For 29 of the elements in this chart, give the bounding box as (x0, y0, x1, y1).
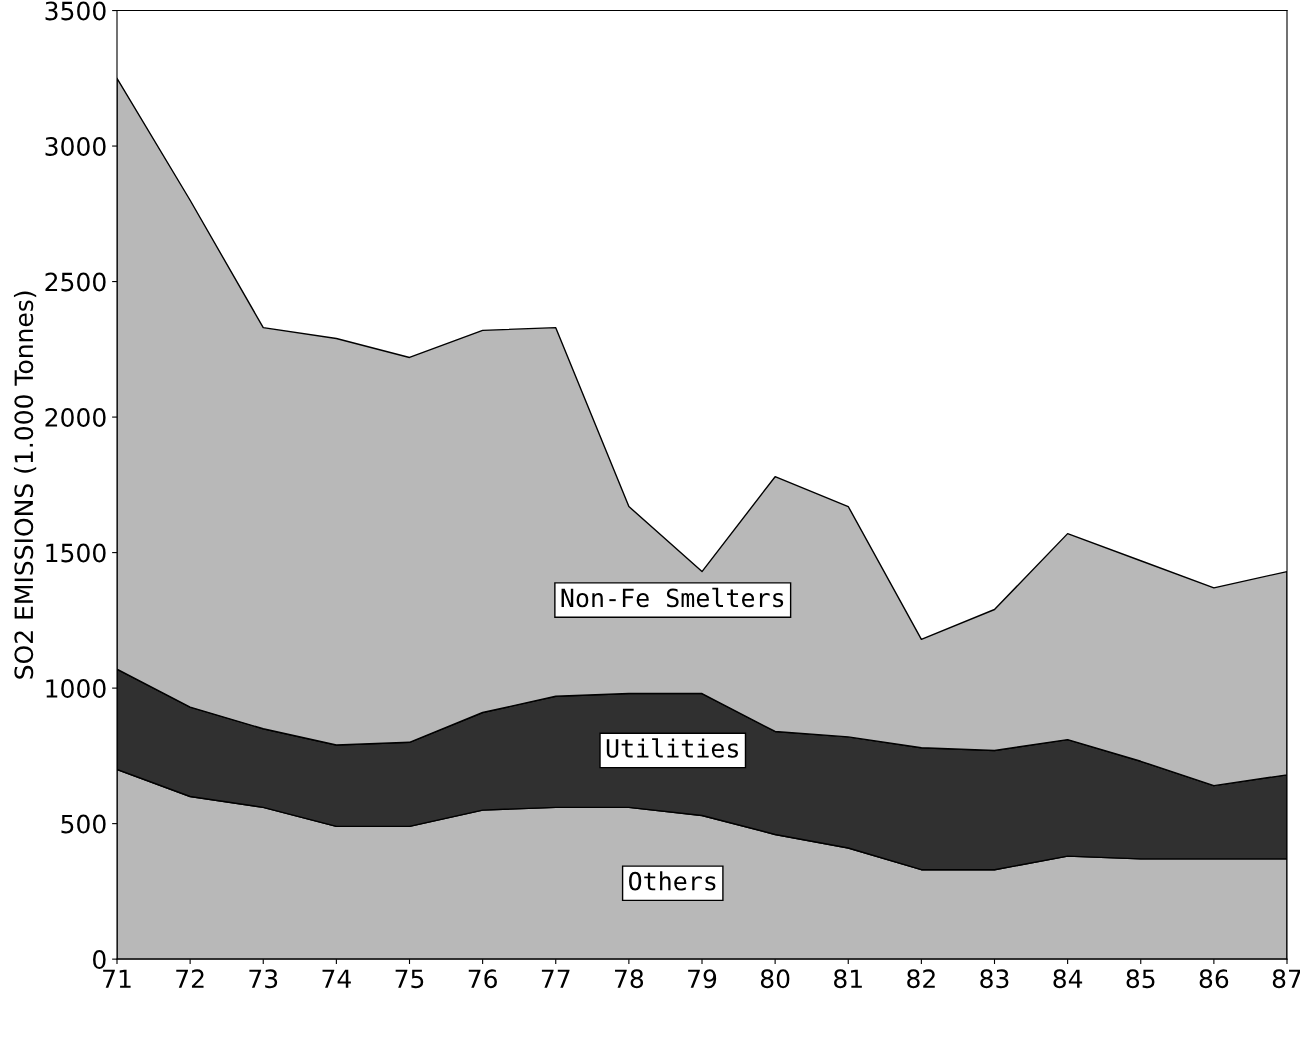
x-tick-label: 85 (1126, 969, 1155, 989)
y-tick-label: 3500 (45, 1, 106, 21)
x-tick-label: 82 (907, 969, 935, 989)
x-tick-label: 71 (103, 969, 131, 988)
series-label: Others (629, 871, 716, 891)
x-tick-label: 80 (760, 969, 790, 989)
series-label: Utilities (606, 738, 739, 758)
y-axis-title: SO2 EMISSIONS (1.000 Tonnes) (13, 291, 37, 679)
y-tick-label: 1000 (46, 679, 106, 698)
x-tick-label: 75 (395, 969, 424, 989)
y-tick-label: 2000 (45, 408, 106, 427)
x-tick-label: 79 (688, 969, 717, 989)
x-tick-label: 87 (1272, 969, 1300, 989)
series-label: Non-Fe Smelters (561, 587, 784, 608)
x-tick-label: 77 (541, 969, 570, 988)
y-tick-label: 500 (61, 814, 106, 834)
x-tick-label: 76 (468, 969, 497, 989)
y-tick-label: 2500 (45, 272, 106, 292)
x-tick-label: 84 (1053, 969, 1083, 989)
x-tick-label: 86 (1199, 969, 1229, 989)
x-tick-label: 74 (322, 969, 351, 988)
x-tick-label: 73 (249, 969, 278, 989)
x-tick-label: 81 (834, 969, 862, 989)
y-tick-label: 0 (93, 950, 106, 969)
y-tick-label: 3000 (45, 137, 106, 156)
y-tick-label: 1500 (46, 543, 106, 563)
x-tick-label: 78 (615, 969, 644, 989)
x-tick-label: 72 (176, 969, 204, 988)
x-tick-label: 83 (980, 969, 1009, 989)
